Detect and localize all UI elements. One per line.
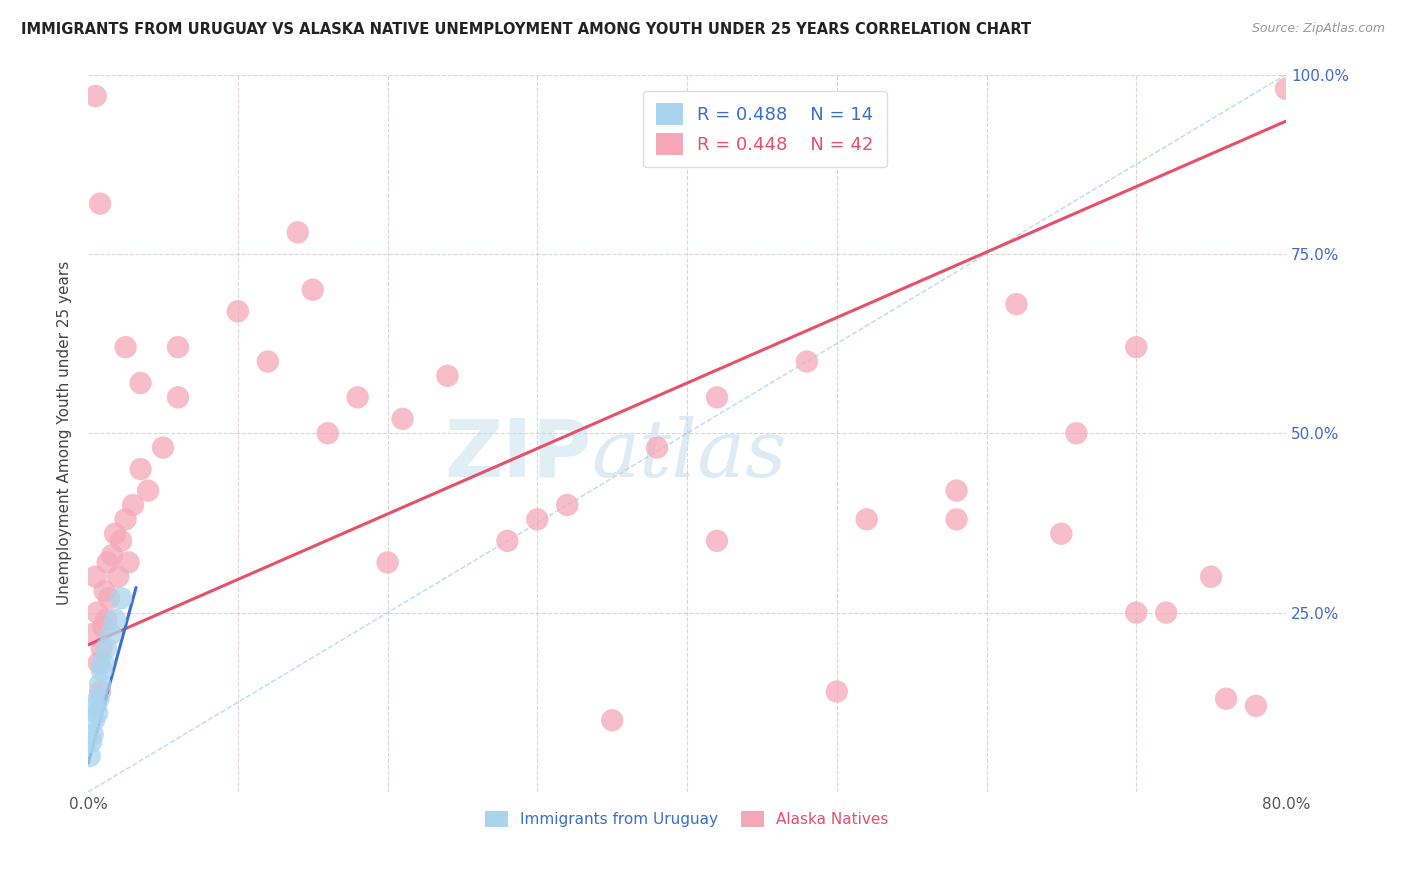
Point [84,698,107,713]
Point [645,441,668,455]
Point [1050,526,1073,541]
Point [94,613,117,627]
Point [90,641,112,656]
Point [1244,698,1267,713]
Point [97,555,120,569]
Point [706,390,728,404]
Point [107,570,129,584]
Point [226,304,249,318]
Point [706,533,728,548]
Point [391,412,413,426]
Point [82,728,104,742]
Point [1005,297,1028,311]
Point [114,512,136,526]
Point [945,483,967,498]
Point [79,749,101,764]
Legend: Immigrants from Uruguay, Alaska Natives: Immigrants from Uruguay, Alaska Natives [478,804,897,835]
Point [167,340,190,354]
Point [89,196,111,211]
Point [91,620,114,634]
Point [1199,570,1222,584]
Point [110,591,132,606]
Point [129,462,152,476]
Point [555,498,578,512]
Point [122,498,145,512]
Text: Source: ZipAtlas.com: Source: ZipAtlas.com [1251,22,1385,36]
Point [600,713,623,727]
Point [110,533,132,548]
Point [136,483,159,498]
Point [117,555,139,569]
Point [82,627,104,641]
Point [83,713,105,727]
Point [825,684,848,698]
Point [377,555,399,569]
Point [93,584,115,599]
Point [1125,606,1147,620]
Point [167,390,190,404]
Point [104,613,127,627]
Point [86,706,108,720]
Point [346,390,368,404]
Point [84,570,107,584]
Point [1066,426,1088,441]
Y-axis label: Unemployment Among Youth under 25 years: Unemployment Among Youth under 25 years [58,261,72,606]
Point [1215,691,1237,706]
Point [101,548,124,562]
Point [80,735,103,749]
Point [1154,606,1177,620]
Text: ZIP: ZIP [444,416,592,494]
Point [87,691,110,706]
Point [114,340,136,354]
Text: atlas: atlas [592,416,786,493]
Point [316,426,339,441]
Point [796,354,818,368]
Point [496,533,519,548]
Point [94,641,117,656]
Point [84,89,107,103]
Point [91,656,114,670]
Point [855,512,877,526]
Point [86,606,108,620]
Point [152,441,174,455]
Point [436,368,458,383]
Point [256,354,278,368]
Point [129,376,152,390]
Text: IMMIGRANTS FROM URUGUAY VS ALASKA NATIVE UNEMPLOYMENT AMONG YOUTH UNDER 25 YEARS: IMMIGRANTS FROM URUGUAY VS ALASKA NATIVE… [21,22,1031,37]
Point [100,627,122,641]
Point [89,677,111,691]
Point [526,512,548,526]
Point [89,684,111,698]
Point [87,656,110,670]
Point [1125,340,1147,354]
Point [98,591,121,606]
Point [90,663,112,677]
Point [287,225,309,239]
Point [104,526,127,541]
Point [301,283,323,297]
Point [1275,82,1298,96]
Point [945,512,967,526]
